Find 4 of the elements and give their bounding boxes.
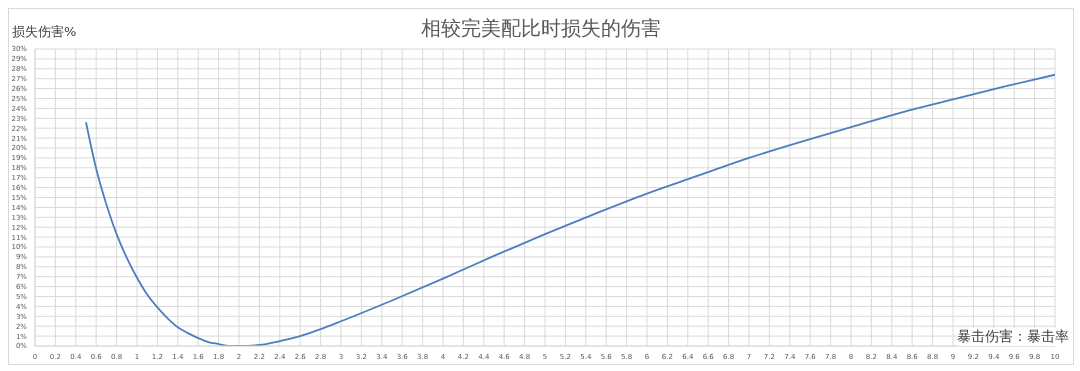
y-axis-title: 损失伤害% <box>12 23 77 41</box>
line-series <box>85 73 1055 346</box>
chart-title: 相较完美配比时损失的伤害 <box>421 16 661 40</box>
x-axis-title: 暴击伤害：暴击率 <box>957 328 1069 346</box>
